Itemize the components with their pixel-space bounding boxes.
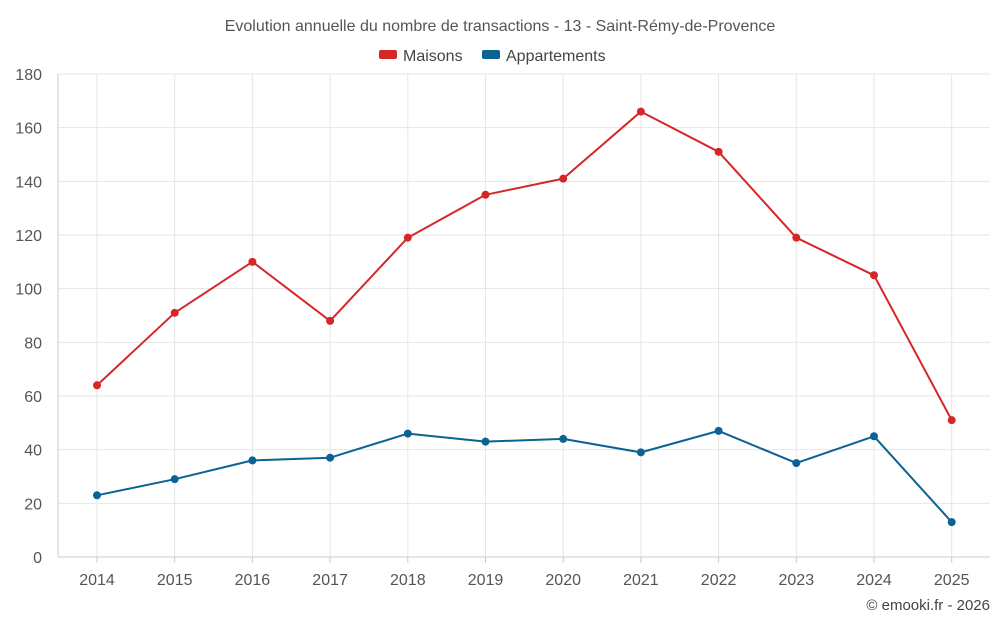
data-point-appartements[interactable]: [403, 429, 412, 438]
data-point-appartements[interactable]: [792, 459, 801, 468]
data-point-appartements[interactable]: [248, 456, 257, 465]
data-point-appartements[interactable]: [481, 437, 490, 446]
chart-title: Evolution annuelle du nombre de transact…: [225, 18, 776, 35]
legend-swatch-maisons: [379, 50, 397, 59]
y-tick-label: 120: [15, 228, 42, 245]
data-point-appartements[interactable]: [170, 475, 179, 484]
x-tick-label: 2025: [934, 572, 970, 589]
x-tick-label: 2024: [856, 572, 892, 589]
legend-item-appartements[interactable]: Appartements: [482, 48, 606, 65]
legend-label-maisons: Maisons: [403, 48, 463, 65]
legend: Maisons Appartements: [379, 48, 606, 65]
data-point-appartements[interactable]: [870, 432, 878, 441]
y-tick-label: 100: [15, 282, 42, 299]
data-point-maisons[interactable]: [403, 233, 412, 242]
data-point-appartements[interactable]: [326, 453, 335, 462]
y-tick-label: 160: [15, 121, 42, 138]
data-point-maisons[interactable]: [947, 416, 956, 425]
data-point-appartements[interactable]: [636, 448, 645, 457]
axes: [57, 74, 990, 558]
x-tick-label: 2015: [157, 572, 193, 589]
x-tick-label: 2022: [701, 572, 737, 589]
y-tick-label: 80: [24, 335, 42, 352]
x-tick-label: 2020: [545, 572, 581, 589]
data-point-appartements[interactable]: [559, 434, 568, 443]
grid: [58, 73, 990, 557]
data-point-maisons[interactable]: [636, 107, 645, 116]
y-tick-label: 60: [24, 389, 42, 406]
series-layer: [93, 107, 956, 527]
data-point-maisons[interactable]: [481, 190, 490, 199]
data-point-appartements[interactable]: [714, 426, 723, 435]
data-point-appartements[interactable]: [93, 491, 101, 500]
data-point-maisons[interactable]: [170, 308, 179, 317]
data-point-appartements[interactable]: [947, 518, 956, 527]
x-tick-label: 2018: [390, 572, 426, 589]
data-point-maisons[interactable]: [870, 271, 878, 280]
x-axis-ticks: 2014 2015 2016 2017 2018 2019 2020 2021 2022 2023…: [79, 557, 970, 589]
x-tick-label: 2016: [235, 572, 271, 589]
y-tick-label: 140: [15, 174, 42, 191]
series-line-appartements: [96, 429, 953, 523]
x-tick-label: 2019: [468, 572, 504, 589]
series-maisons: [93, 107, 956, 425]
y-tick-label: 180: [15, 67, 42, 84]
data-point-maisons[interactable]: [326, 316, 335, 325]
credit-text: © emooki.fr - 2026: [866, 597, 990, 614]
x-tick-label: 2023: [779, 572, 815, 589]
data-point-maisons[interactable]: [93, 381, 101, 390]
y-tick-label: 0: [33, 550, 42, 567]
data-point-maisons[interactable]: [714, 147, 723, 156]
legend-swatch-appartements: [482, 50, 500, 59]
data-point-maisons[interactable]: [792, 233, 801, 242]
x-tick-label: 2014: [79, 572, 115, 589]
series-appartements: [93, 426, 956, 527]
y-axis-ticks: 0 20 40 60 80 100 120 140 160 180: [15, 67, 42, 567]
x-tick-label: 2021: [623, 572, 659, 589]
series-line-maisons: [96, 110, 953, 421]
data-point-maisons[interactable]: [559, 174, 568, 183]
y-tick-label: 40: [24, 443, 42, 460]
legend-item-maisons[interactable]: Maisons: [379, 48, 463, 65]
y-tick-label: 20: [24, 496, 42, 513]
data-point-maisons[interactable]: [248, 257, 257, 266]
legend-label-appartements: Appartements: [506, 48, 606, 65]
x-tick-label: 2017: [312, 572, 348, 589]
